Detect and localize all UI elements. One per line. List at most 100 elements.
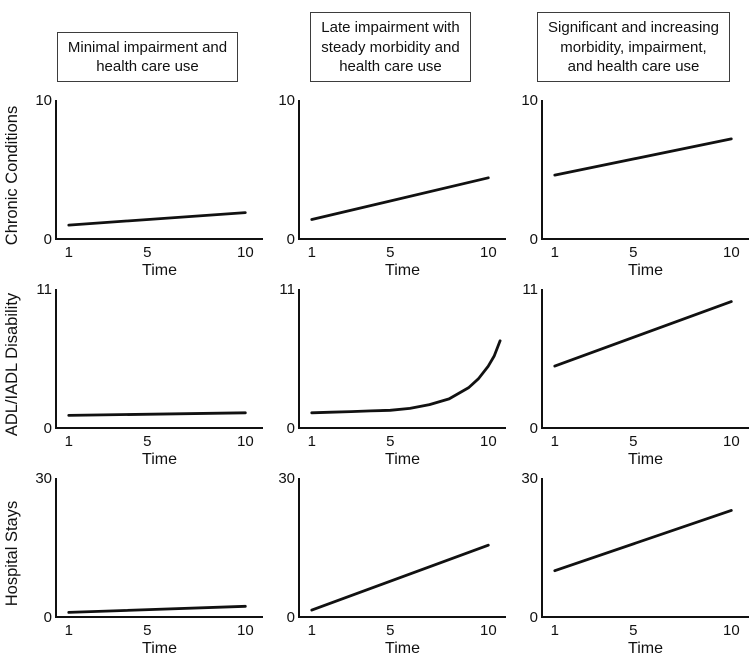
y-tick-label: 10 (35, 92, 52, 109)
x-axis-title: Time (142, 451, 177, 468)
x-axis-title: Time (628, 451, 663, 468)
x-tick-label: 10 (723, 244, 740, 261)
x-tick-label: 10 (480, 244, 497, 261)
header-cell-3: Significant and increasing morbidity, im… (512, 0, 755, 90)
y-tick-label: 0 (530, 609, 538, 626)
axes (298, 478, 506, 618)
x-axis-title: Time (385, 262, 420, 279)
x-axis-title: Time (142, 640, 177, 657)
series-line (67, 604, 247, 614)
series-line (553, 300, 733, 368)
y-tick-label: 0 (287, 231, 295, 248)
corner-spacer (0, 0, 26, 90)
row-label-cell-adl: ADL/IADL Disability (0, 279, 26, 468)
chart-svg: 0 10 1 5 10 Time (521, 92, 749, 279)
chart-panel-chronic-late: 0 10 1 5 10 Time (269, 90, 512, 279)
y-tick-label: 30 (521, 470, 538, 487)
x-tick-label: 5 (143, 433, 151, 450)
y-tick-label: 0 (44, 420, 52, 437)
y-tick-label: 30 (35, 470, 52, 487)
x-tick-label: 1 (65, 622, 73, 639)
x-tick-label: 1 (551, 622, 559, 639)
y-tick-label: 10 (278, 92, 295, 109)
axes (55, 100, 263, 240)
series-line (67, 411, 247, 417)
chart-panel-adl-minimal: 0 11 1 5 10 Time (26, 279, 269, 468)
series-line (310, 543, 490, 612)
chart-svg: 0 10 1 5 10 Time (35, 92, 263, 279)
x-tick-label: 10 (237, 622, 254, 639)
row-label-cell-hospital: Hospital Stays (0, 468, 26, 657)
x-tick-label: 5 (629, 433, 637, 450)
y-tick-label: 11 (279, 281, 295, 298)
x-axis-title: Time (385, 451, 420, 468)
x-tick-label: 1 (551, 244, 559, 261)
x-tick-label: 5 (386, 622, 394, 639)
x-tick-label: 5 (143, 244, 151, 261)
x-tick-label: 10 (480, 622, 497, 639)
x-axis-title: Time (628, 640, 663, 657)
y-tick-label: 0 (287, 420, 295, 437)
y-tick-label: 0 (530, 231, 538, 248)
y-tick-label: 0 (44, 231, 52, 248)
row-axis-label-chronic-conditions: Chronic Conditions (3, 105, 22, 246)
y-tick-label: 0 (530, 420, 538, 437)
series-line (553, 137, 733, 177)
chart-panel-adl-significant: 0 11 1 5 10 Time (512, 279, 755, 468)
series-line (310, 176, 490, 221)
x-tick-label: 1 (308, 433, 316, 450)
chart-svg: 0 30 1 5 10 Time (278, 470, 506, 657)
chart-panel-hospital-late: 0 30 1 5 10 Time (269, 468, 512, 657)
x-tick-label: 5 (386, 244, 394, 261)
axes (541, 289, 749, 429)
x-tick-label: 5 (386, 433, 394, 450)
chart-svg: 0 10 1 5 10 Time (278, 92, 506, 279)
y-tick-label: 11 (522, 281, 538, 298)
series-line (553, 509, 733, 573)
y-tick-label: 0 (287, 609, 295, 626)
y-tick-label: 11 (36, 281, 52, 298)
chart-panel-chronic-minimal: 0 10 1 5 10 Time (26, 90, 269, 279)
chart-panel-hospital-significant: 0 30 1 5 10 Time (512, 468, 755, 657)
x-tick-label: 1 (308, 244, 316, 261)
row-axis-label-hospital-stays: Hospital Stays (3, 500, 22, 607)
x-tick-label: 1 (551, 433, 559, 450)
row-axis-label-adl-iadl-disability: ADL/IADL Disability (3, 292, 22, 437)
x-tick-label: 10 (723, 622, 740, 639)
x-tick-label: 1 (308, 622, 316, 639)
x-tick-label: 5 (629, 244, 637, 261)
x-axis-title: Time (385, 640, 420, 657)
x-tick-label: 10 (723, 433, 740, 450)
column-header-minimal: Minimal impairment and health care use (56, 31, 239, 82)
column-header-significant: Significant and increasing morbidity, im… (537, 12, 730, 82)
x-tick-label: 5 (629, 622, 637, 639)
axes (55, 478, 263, 618)
axes (541, 478, 749, 618)
axes (541, 100, 749, 240)
chart-panel-hospital-minimal: 0 30 1 5 10 Time (26, 468, 269, 657)
x-tick-label: 1 (65, 244, 73, 261)
column-header-late: Late impairment with steady morbidity an… (310, 12, 471, 82)
y-tick-label: 10 (521, 92, 538, 109)
y-tick-label: 0 (44, 609, 52, 626)
x-tick-label: 5 (143, 622, 151, 639)
x-tick-label: 10 (237, 244, 254, 261)
series-line (310, 339, 502, 415)
axes (55, 289, 263, 429)
chart-panel-chronic-significant: 0 10 1 5 10 Time (512, 90, 755, 279)
series-line (67, 211, 247, 227)
header-cell-2: Late impairment with steady morbidity an… (269, 0, 512, 90)
x-axis-title: Time (628, 262, 663, 279)
axes (298, 100, 506, 240)
chart-svg: 0 30 1 5 10 Time (521, 470, 749, 657)
x-tick-label: 10 (480, 433, 497, 450)
header-cell-1: Minimal impairment and health care use (26, 0, 269, 90)
axes (298, 289, 506, 429)
x-axis-title: Time (142, 262, 177, 279)
chart-panel-adl-late: 0 11 1 5 10 Time (269, 279, 512, 468)
row-label-cell-chronic: Chronic Conditions (0, 90, 26, 279)
